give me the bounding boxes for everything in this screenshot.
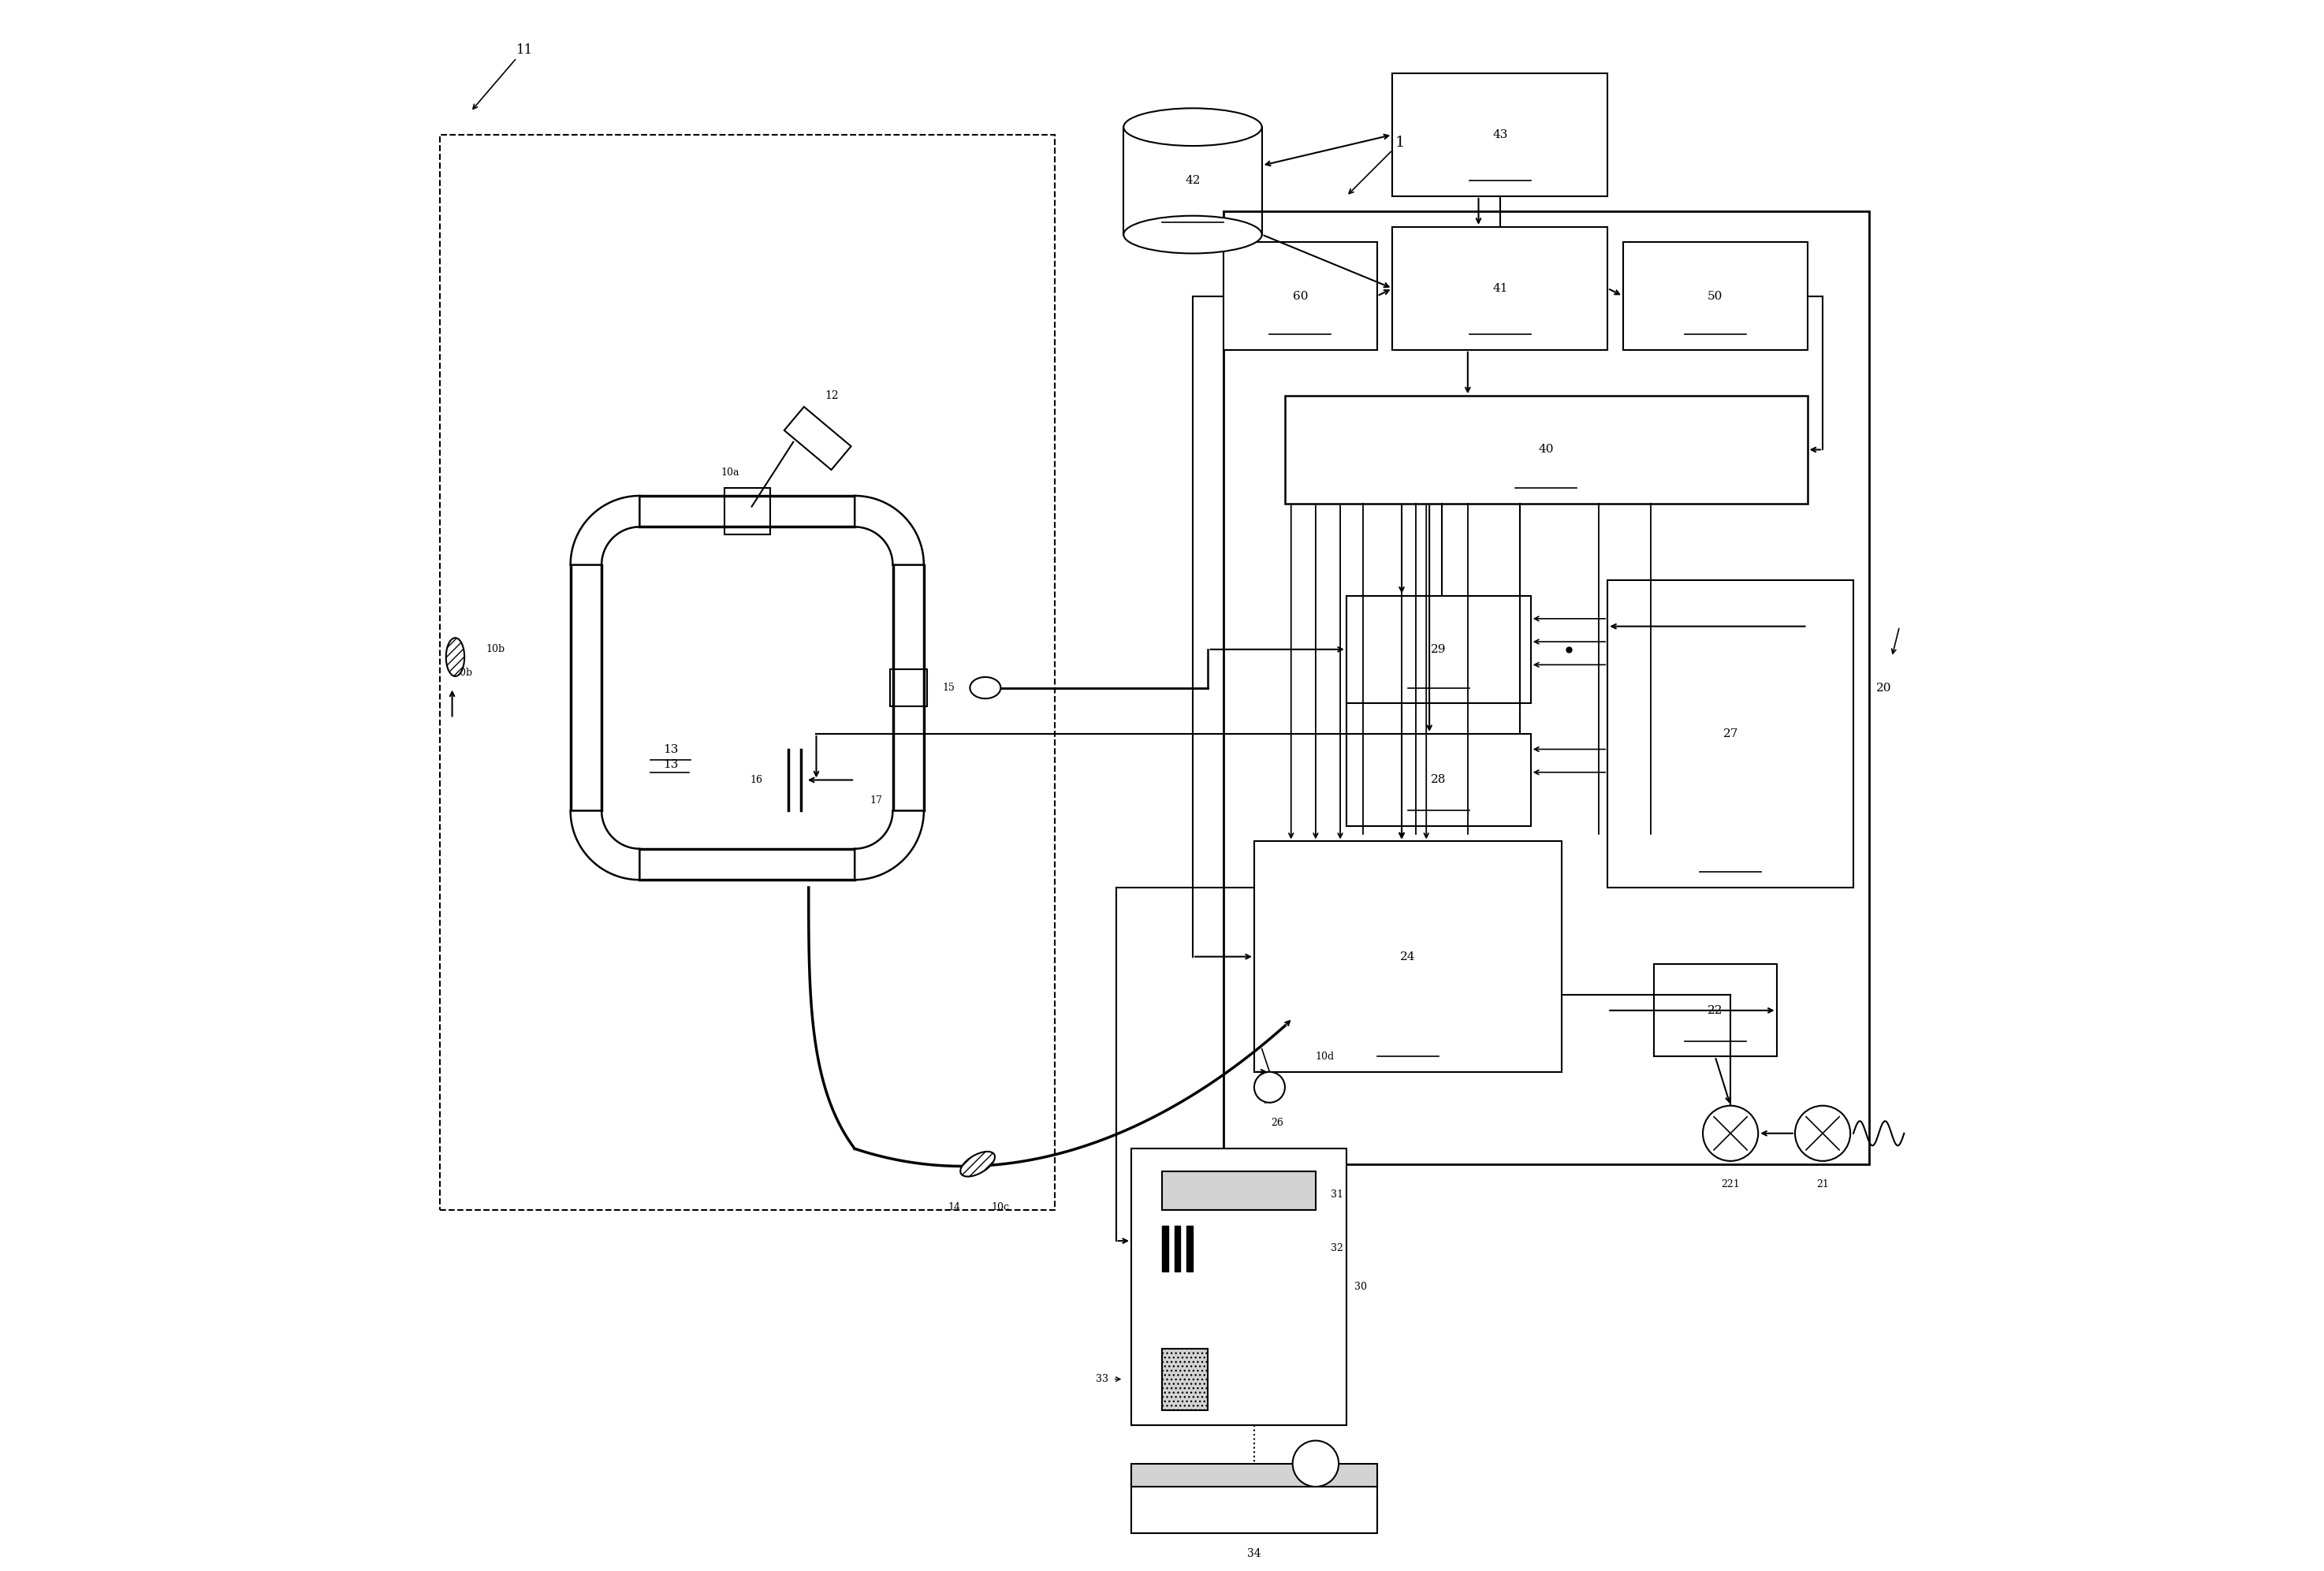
Polygon shape [855,496,925,566]
Text: 10b: 10b [453,668,472,677]
Circle shape [1255,1071,1285,1103]
Text: 42: 42 [1185,176,1202,187]
Text: 41: 41 [1492,283,1508,294]
Text: 1: 1 [1394,135,1406,149]
Polygon shape [569,811,639,880]
Text: 15: 15 [941,683,955,693]
Circle shape [1794,1106,1850,1161]
Bar [1222,212,1868,1164]
Polygon shape [855,811,925,880]
Polygon shape [1162,1225,1169,1271]
Bar [1655,965,1776,1057]
Bar [1222,242,1378,350]
Text: 28: 28 [1432,775,1446,786]
Polygon shape [1188,1225,1192,1271]
Text: 221: 221 [1722,1180,1741,1189]
Bar [1132,1148,1346,1425]
Ellipse shape [969,677,1002,699]
Bar [725,489,769,534]
Polygon shape [1162,1172,1315,1210]
Text: 11: 11 [516,44,532,57]
Ellipse shape [446,638,465,676]
Text: 34: 34 [1248,1547,1262,1558]
Text: 24: 24 [1399,950,1415,961]
Text: 60: 60 [1292,291,1308,302]
Circle shape [1703,1106,1759,1161]
Text: 21: 21 [1817,1180,1829,1189]
Text: 22: 22 [1708,1005,1722,1016]
Text: 30: 30 [1355,1282,1367,1291]
Text: 32: 32 [1332,1243,1343,1254]
Text: 10b: 10b [486,644,504,655]
Text: 29: 29 [1432,644,1446,655]
Ellipse shape [1122,215,1262,253]
Circle shape [1292,1441,1339,1486]
Ellipse shape [1122,108,1262,146]
Bar [1608,580,1855,888]
Bar [783,407,851,470]
Text: 16: 16 [751,775,762,786]
Text: 26: 26 [1271,1119,1283,1128]
Text: 20: 20 [1875,682,1892,693]
Bar [1622,242,1808,350]
Polygon shape [1174,1225,1181,1271]
Polygon shape [1162,1348,1208,1409]
Text: 17: 17 [869,795,883,806]
Ellipse shape [960,1152,995,1177]
Text: 10a: 10a [720,467,739,478]
Text: 13: 13 [662,743,679,754]
Text: 10c: 10c [992,1202,1009,1213]
Text: 14: 14 [948,1202,960,1213]
Text: 13: 13 [662,759,679,770]
Bar [1346,595,1532,704]
Bar [1346,734,1532,826]
Text: 40: 40 [1538,445,1555,456]
Polygon shape [569,496,639,566]
Bar [1392,226,1608,350]
Text: 10d: 10d [1315,1051,1334,1062]
Text: 50: 50 [1708,291,1722,302]
Bar [1132,1472,1378,1533]
Text: 43: 43 [1492,129,1508,140]
Bar [1285,396,1808,503]
Bar [1255,842,1562,1071]
Bar [1132,1464,1378,1486]
Bar [439,135,1055,1210]
Bar [1392,74,1608,196]
Text: 33: 33 [1095,1375,1109,1384]
Bar [890,669,927,707]
Text: 27: 27 [1722,729,1738,740]
Text: 12: 12 [825,390,839,402]
Text: 31: 31 [1332,1189,1343,1200]
